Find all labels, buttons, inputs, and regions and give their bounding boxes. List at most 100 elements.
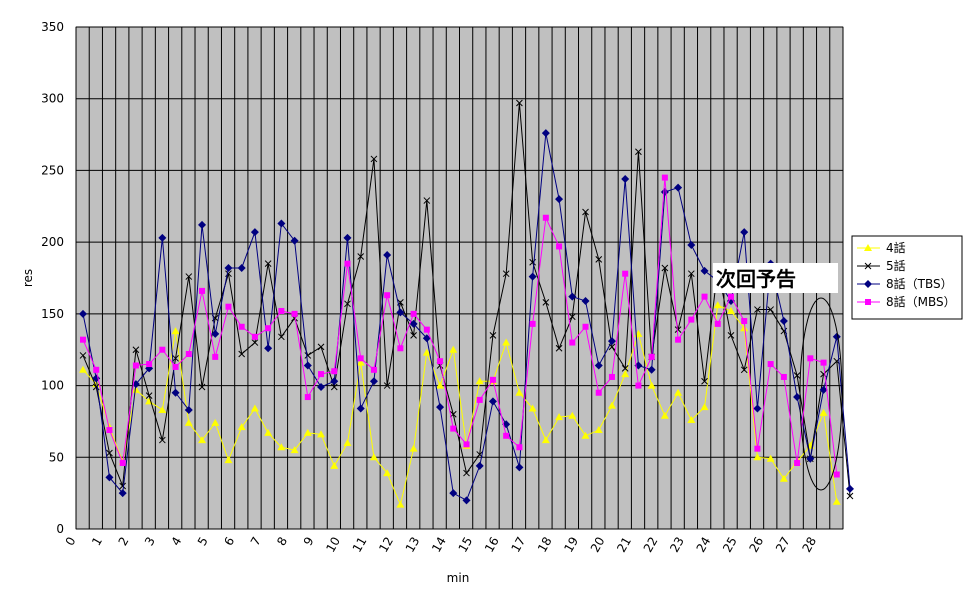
data-point [740,228,749,237]
data-point [753,404,762,413]
data-point [303,361,312,370]
x-tick-label: 9 [301,535,317,549]
data-point [343,438,352,446]
data-point [767,306,775,313]
data-point [660,187,669,196]
data-point [647,381,656,389]
y-tick-label: 350 [41,20,64,34]
data-point [516,99,523,107]
data-point [528,404,537,412]
data-point [184,418,193,426]
data-point [159,346,166,353]
data-point [277,443,286,451]
data-point [740,366,748,374]
annotation-ellipse [799,297,843,491]
x-tick-label: 13 [403,535,423,555]
x-tick-label: 27 [773,535,793,555]
x-tick-label: 3 [142,535,158,549]
y-tick-label: 250 [41,163,64,177]
x-tick-labels: 0 1 2 3 4 5 6 7 8 9 10 11 12 13 14 15 16 17 18 19 20 21 22 23 24… [63,535,820,555]
x-tick-label: 7 [248,535,264,549]
data-point [185,351,192,358]
data-point [594,426,603,434]
data-point [105,473,114,482]
data-point [184,405,193,414]
data-point [238,350,246,358]
data-point [819,385,828,394]
x-tick-label: 21 [614,535,634,555]
x-tick-label: 17 [508,535,528,555]
y-tick-labels: 0 50 100 150 200 250 300 350 [41,20,64,536]
data-point [714,320,721,327]
data-point [370,155,378,163]
data-point [528,272,537,281]
data-point [330,377,339,386]
legend-item: 5話 [857,258,906,273]
data-point [621,175,630,184]
annotation-label: 次回予告 [716,267,796,291]
data-point [436,381,445,389]
series-line [82,304,838,507]
data-point [450,425,457,432]
data-point [754,306,761,313]
data-point [158,233,167,242]
data-point [106,427,113,434]
data-point [846,484,854,493]
data-point [356,404,365,413]
x-tick-label: 26 [747,535,767,555]
data-point [237,423,246,431]
data-point [832,332,841,341]
x-tick-label: 18 [535,535,555,555]
data-point [199,287,206,294]
data-point [701,377,708,385]
data-point [833,471,840,478]
data-point [146,361,153,368]
data-point [304,394,311,401]
y-tick-label: 0 [56,522,64,536]
data-point [304,352,312,359]
data-point [370,366,377,373]
data-point [291,310,298,317]
data-point [357,355,364,362]
legend: 4話 5話 8話（TBS） 8話（MBS） [851,235,963,320]
data-point [318,371,325,378]
data-point [158,436,166,444]
data-point [396,308,405,317]
data-point [383,382,391,389]
x-tick-label: 8 [274,535,290,549]
data-point [621,365,629,372]
x-tick-label: 12 [376,535,396,555]
data-point [224,456,233,464]
data-point [607,337,616,346]
data-point [635,382,642,389]
legend-label: 8話（MBS） [886,294,956,309]
data-point [754,445,761,452]
data-point [344,260,351,267]
x-tick-label: 19 [561,535,581,555]
data-point [793,393,802,402]
data-point [212,353,219,360]
data-point [700,403,709,411]
data-point [422,348,431,356]
data-point [118,489,127,498]
data-point [727,293,734,300]
data-point [607,401,616,409]
data-point [449,345,458,353]
data-point [608,373,615,380]
data-point [864,280,872,288]
x-tick-label: 22 [641,535,661,555]
data-point [541,436,550,444]
data-point [687,415,696,423]
data-point [648,353,655,360]
data-point [437,358,444,365]
data-point [635,148,642,156]
data-point [383,469,392,477]
data-point [171,327,180,335]
data-point [383,251,392,260]
data-point [675,336,682,343]
x-tick-label: 20 [588,535,608,555]
x-tick-label: 4 [168,535,184,549]
data-point [171,388,180,397]
data-point [198,383,206,391]
